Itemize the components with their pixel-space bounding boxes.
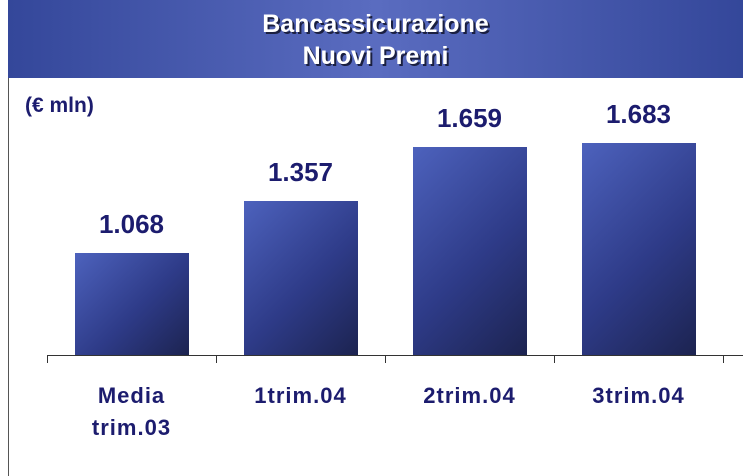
bar (581, 142, 696, 355)
bar (412, 147, 527, 355)
x-tick-label: 3trim.04 (592, 383, 685, 408)
value-label: 1.357 (267, 157, 334, 188)
x-tick (216, 355, 217, 363)
chart-subtitle: Nuovi Premi (302, 42, 449, 70)
frame-line (8, 78, 9, 476)
value-label: 1.068 (98, 209, 165, 240)
bar (243, 201, 358, 355)
x-tick (554, 355, 555, 363)
x-tick (385, 355, 386, 363)
x-tick-label: 1trim.04 (254, 383, 347, 408)
x-axis (47, 355, 743, 356)
chart-title: Bancassicurazione (262, 10, 489, 38)
value-label: 1.659 (436, 103, 503, 134)
unit-label: (€ mln) (25, 94, 94, 117)
x-tick-label: Media trim.03 (91, 383, 172, 440)
x-tick (47, 355, 48, 363)
x-tick-label: 2trim.04 (423, 383, 516, 408)
bar (74, 253, 189, 355)
title-banner (8, 0, 743, 78)
value-label: 1.683 (605, 98, 672, 129)
x-tick (723, 355, 724, 363)
